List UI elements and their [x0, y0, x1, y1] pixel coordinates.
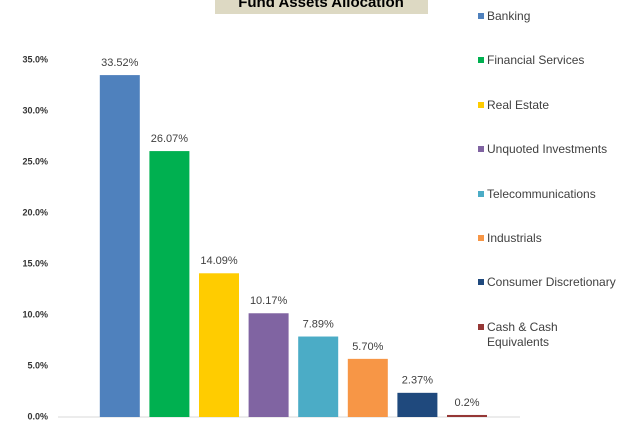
- legend-label: Financial Services: [487, 53, 585, 68]
- bar: [99, 75, 140, 417]
- bar: [248, 313, 289, 417]
- y-tick-label: 30.0%: [22, 105, 48, 115]
- legend-swatch: [478, 13, 484, 19]
- legend-item: Financial Services: [478, 53, 627, 68]
- y-tick-label: 0.0%: [27, 411, 48, 421]
- bar: [397, 392, 438, 417]
- y-tick-label: 20.0%: [22, 207, 48, 217]
- value-label: 26.07%: [151, 133, 189, 145]
- legend-label: Real Estate: [487, 97, 550, 112]
- value-label: 33.52%: [101, 57, 139, 69]
- y-tick-label: 5.0%: [27, 360, 48, 370]
- bar: [347, 358, 388, 417]
- legend-swatch: [478, 146, 484, 153]
- legend-item: Cash & Cash Equivalents: [478, 320, 587, 350]
- legend-item: Banking: [478, 9, 627, 24]
- chart-title: Fund Assets Allocation: [238, 0, 404, 11]
- legend-label: Unquoted Investments: [487, 142, 608, 157]
- legend-item: Real Estate: [478, 98, 627, 113]
- y-tick-label: 25.0%: [22, 156, 48, 166]
- bar: [298, 336, 339, 417]
- value-label: 7.89%: [303, 318, 334, 330]
- legend-label: Cash & Cash Equivalents: [487, 319, 558, 349]
- y-tick-label: 10.0%: [22, 309, 48, 319]
- legend-item: Industrials: [478, 231, 627, 246]
- legend-item: Telecommunications: [478, 187, 627, 202]
- legend-label: Consumer Discretionary: [487, 275, 616, 290]
- legend-label: Industrials: [487, 231, 542, 245]
- legend-swatch: [478, 101, 484, 108]
- legend-label: Telecommunications: [487, 186, 596, 201]
- legend-label: Banking: [487, 9, 531, 23]
- value-label: 10.17%: [250, 295, 288, 307]
- legend-swatch: [478, 190, 484, 197]
- legend-item: Unquoted Investments: [478, 142, 627, 157]
- bar: [447, 414, 487, 417]
- legend-swatch: [478, 323, 484, 330]
- bar: [149, 151, 190, 417]
- legend-swatch: [478, 235, 484, 241]
- value-label: 14.09%: [200, 255, 238, 267]
- legend-item: Consumer Discretionary: [478, 275, 627, 290]
- legend-swatch: [478, 57, 484, 64]
- title-box: [215, 0, 428, 14]
- value-label: 0.2%: [454, 397, 479, 409]
- value-label: 5.70%: [352, 341, 383, 353]
- bar: [199, 273, 239, 417]
- value-label: 2.37%: [402, 375, 433, 387]
- y-tick-label: 35.0%: [22, 54, 48, 64]
- y-tick-label: 15.0%: [22, 258, 48, 268]
- legend-swatch: [478, 279, 484, 286]
